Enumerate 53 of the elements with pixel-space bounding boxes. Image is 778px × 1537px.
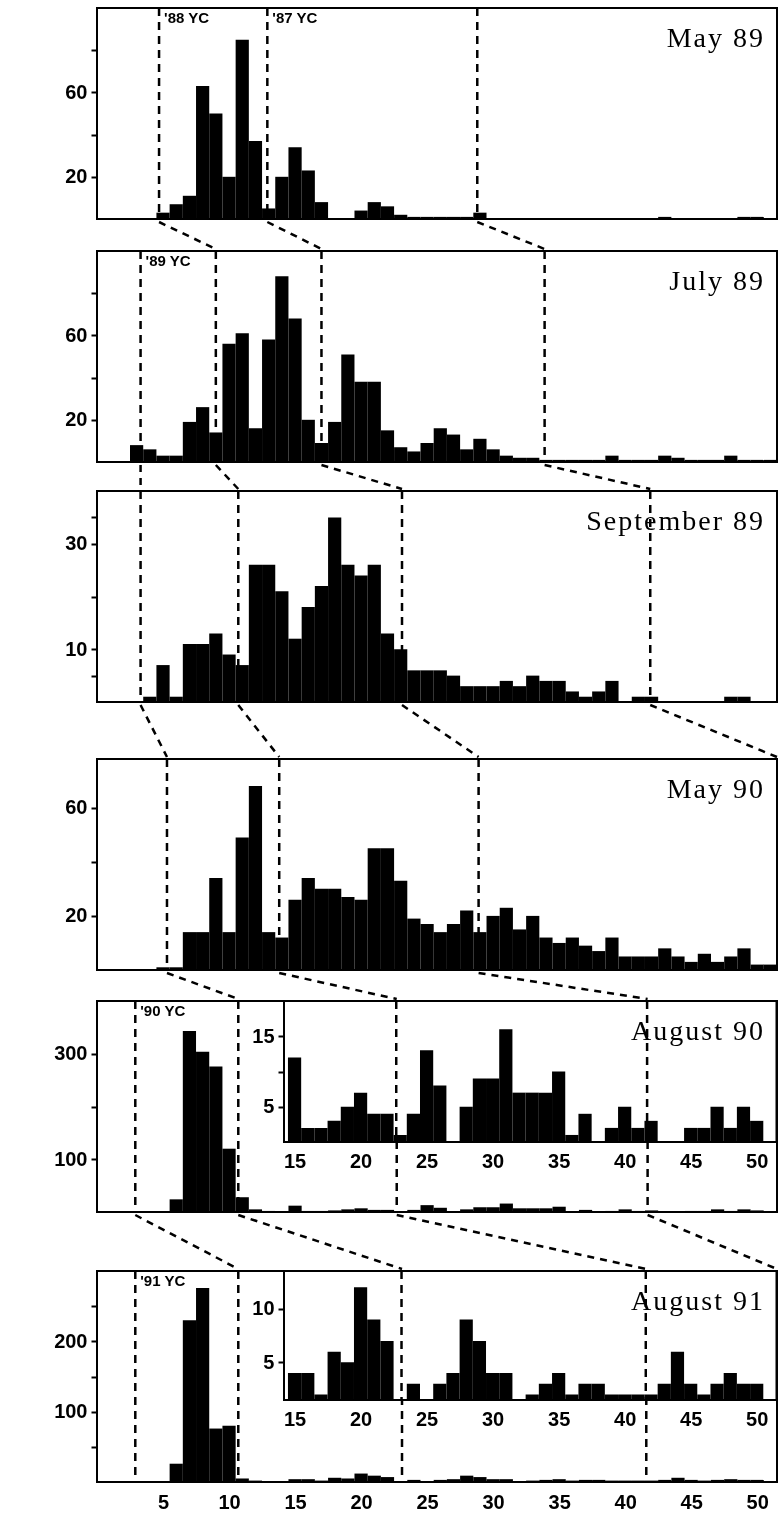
x-tick-label: 25 <box>416 1490 439 1513</box>
x-tick-label: 40 <box>614 1408 637 1431</box>
ref-line-label: '89 YC <box>145 252 191 269</box>
x-tick-label: 15 <box>284 1490 307 1513</box>
x-tick-label: 5 <box>157 1490 170 1513</box>
x-tick-label: 25 <box>416 1150 439 1173</box>
y-tick-label: 20 <box>65 408 88 431</box>
x-tick-label: 20 <box>350 1408 373 1431</box>
y-tick-label: 60 <box>65 796 88 819</box>
x-tick-label: 50 <box>746 1408 769 1431</box>
x-tick-label: 50 <box>746 1490 769 1513</box>
x-tick-label: 15 <box>284 1150 307 1173</box>
x-tick-label: 35 <box>548 1408 571 1431</box>
x-tick-label: 45 <box>680 1490 703 1513</box>
ref-line-label: '90 YC <box>140 1002 186 1019</box>
x-tick-label: 20 <box>350 1490 373 1513</box>
y-tick-label: 100 <box>54 1400 88 1423</box>
y-tick-label: 20 <box>65 904 88 927</box>
text: August 91 <box>631 1285 765 1317</box>
text: July 89 <box>669 265 765 297</box>
x-tick-label: 15 <box>284 1408 307 1431</box>
x-tick-label: 20 <box>350 1150 373 1173</box>
y-tick-label: 10 <box>252 1297 275 1320</box>
y-tick-label: 20 <box>65 165 88 188</box>
x-tick-label: 30 <box>482 1490 505 1513</box>
x-tick-label: 35 <box>548 1150 571 1173</box>
x-tick-label: 10 <box>218 1490 241 1513</box>
y-tick-label: 60 <box>65 323 88 346</box>
text: May 89 <box>666 22 765 54</box>
ref-line-label: '87 YC <box>272 9 318 26</box>
y-tick-label: 15 <box>252 1024 275 1047</box>
text: August 90 <box>631 1015 765 1047</box>
text: May 90 <box>666 773 765 805</box>
ref-line-label: '88 YC <box>164 9 210 26</box>
y-tick-label: 200 <box>54 1329 88 1352</box>
y-tick-label: 5 <box>263 1095 275 1118</box>
y-tick-label: 300 <box>54 1042 88 1065</box>
x-tick-label: 30 <box>482 1408 505 1431</box>
y-tick-label: 10 <box>65 637 88 660</box>
x-tick-label: 30 <box>482 1150 505 1173</box>
x-tick-label: 40 <box>614 1490 637 1513</box>
y-tick-label: 100 <box>54 1147 88 1170</box>
y-tick-label: 30 <box>65 532 88 555</box>
y-tick-label: 60 <box>65 80 88 103</box>
x-tick-label: 35 <box>548 1490 571 1513</box>
x-tick-label: 45 <box>680 1150 703 1173</box>
x-tick-label: 25 <box>416 1408 439 1431</box>
text: September 89 <box>586 505 765 537</box>
ref-line-label: '91 YC <box>140 1272 186 1289</box>
x-tick-label: 45 <box>680 1408 703 1431</box>
x-tick-label: 50 <box>746 1150 769 1173</box>
x-tick-label: 40 <box>614 1150 637 1173</box>
y-tick-label: 5 <box>263 1350 275 1373</box>
